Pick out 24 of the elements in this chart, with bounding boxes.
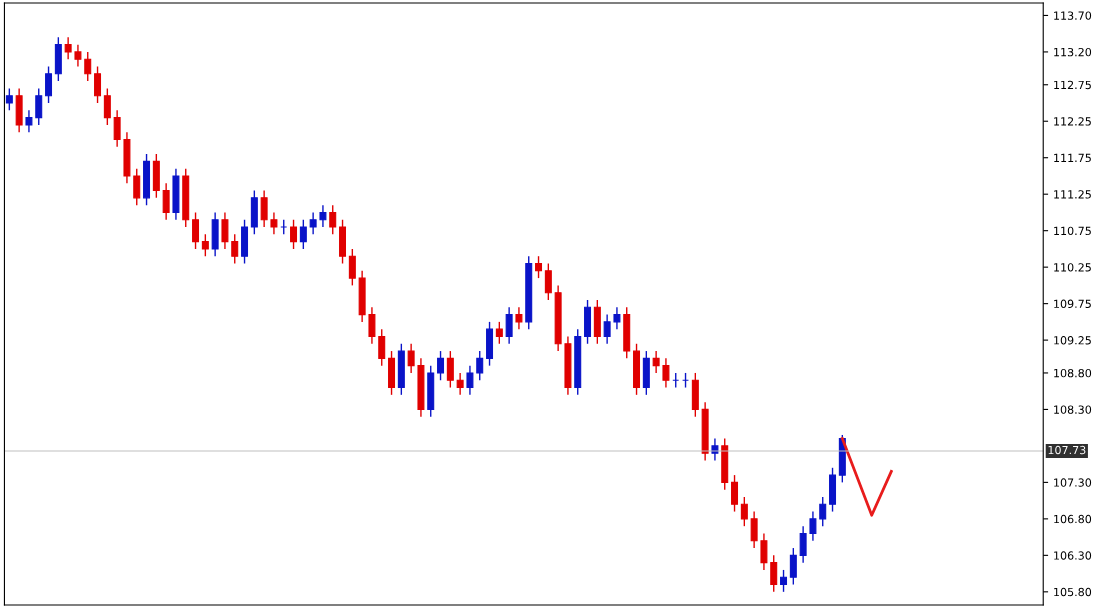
y-tick-label: 106.30: [1054, 551, 1092, 560]
candlestick: [270, 211, 278, 236]
candlestick: [74, 43, 82, 68]
y-tick-label: 112.25: [1054, 117, 1091, 126]
y-tick-label: 106.80: [1054, 514, 1092, 524]
candlestick: [515, 306, 523, 330]
y-tick-label: 109.75: [1054, 299, 1091, 309]
y-tick-label: 110.25: [1054, 263, 1091, 272]
y-tick-label: 113.70: [1054, 11, 1092, 20]
candlestick: [201, 233, 209, 257]
y-tick-label: 105.80: [1054, 587, 1092, 597]
ref-line-label: 107.73: [1048, 445, 1086, 455]
y-tick-label: 108.80: [1054, 368, 1092, 378]
y-tick-label: 110.75: [1054, 226, 1091, 236]
y-tick-label: 112.75: [1054, 80, 1091, 90]
y-tick-label: 108.30: [1054, 405, 1092, 414]
candlestick: [25, 109, 33, 133]
y-tick-label: 109.25: [1054, 336, 1091, 345]
candlestick: [5, 87, 13, 111]
y-tick-label: 107.30: [1054, 478, 1092, 487]
y-tick-label: 111.25: [1054, 190, 1091, 199]
candlestick: [613, 306, 621, 330]
y-tick-label: 113.20: [1054, 47, 1092, 57]
y-tick-label: 111.75: [1054, 153, 1091, 163]
